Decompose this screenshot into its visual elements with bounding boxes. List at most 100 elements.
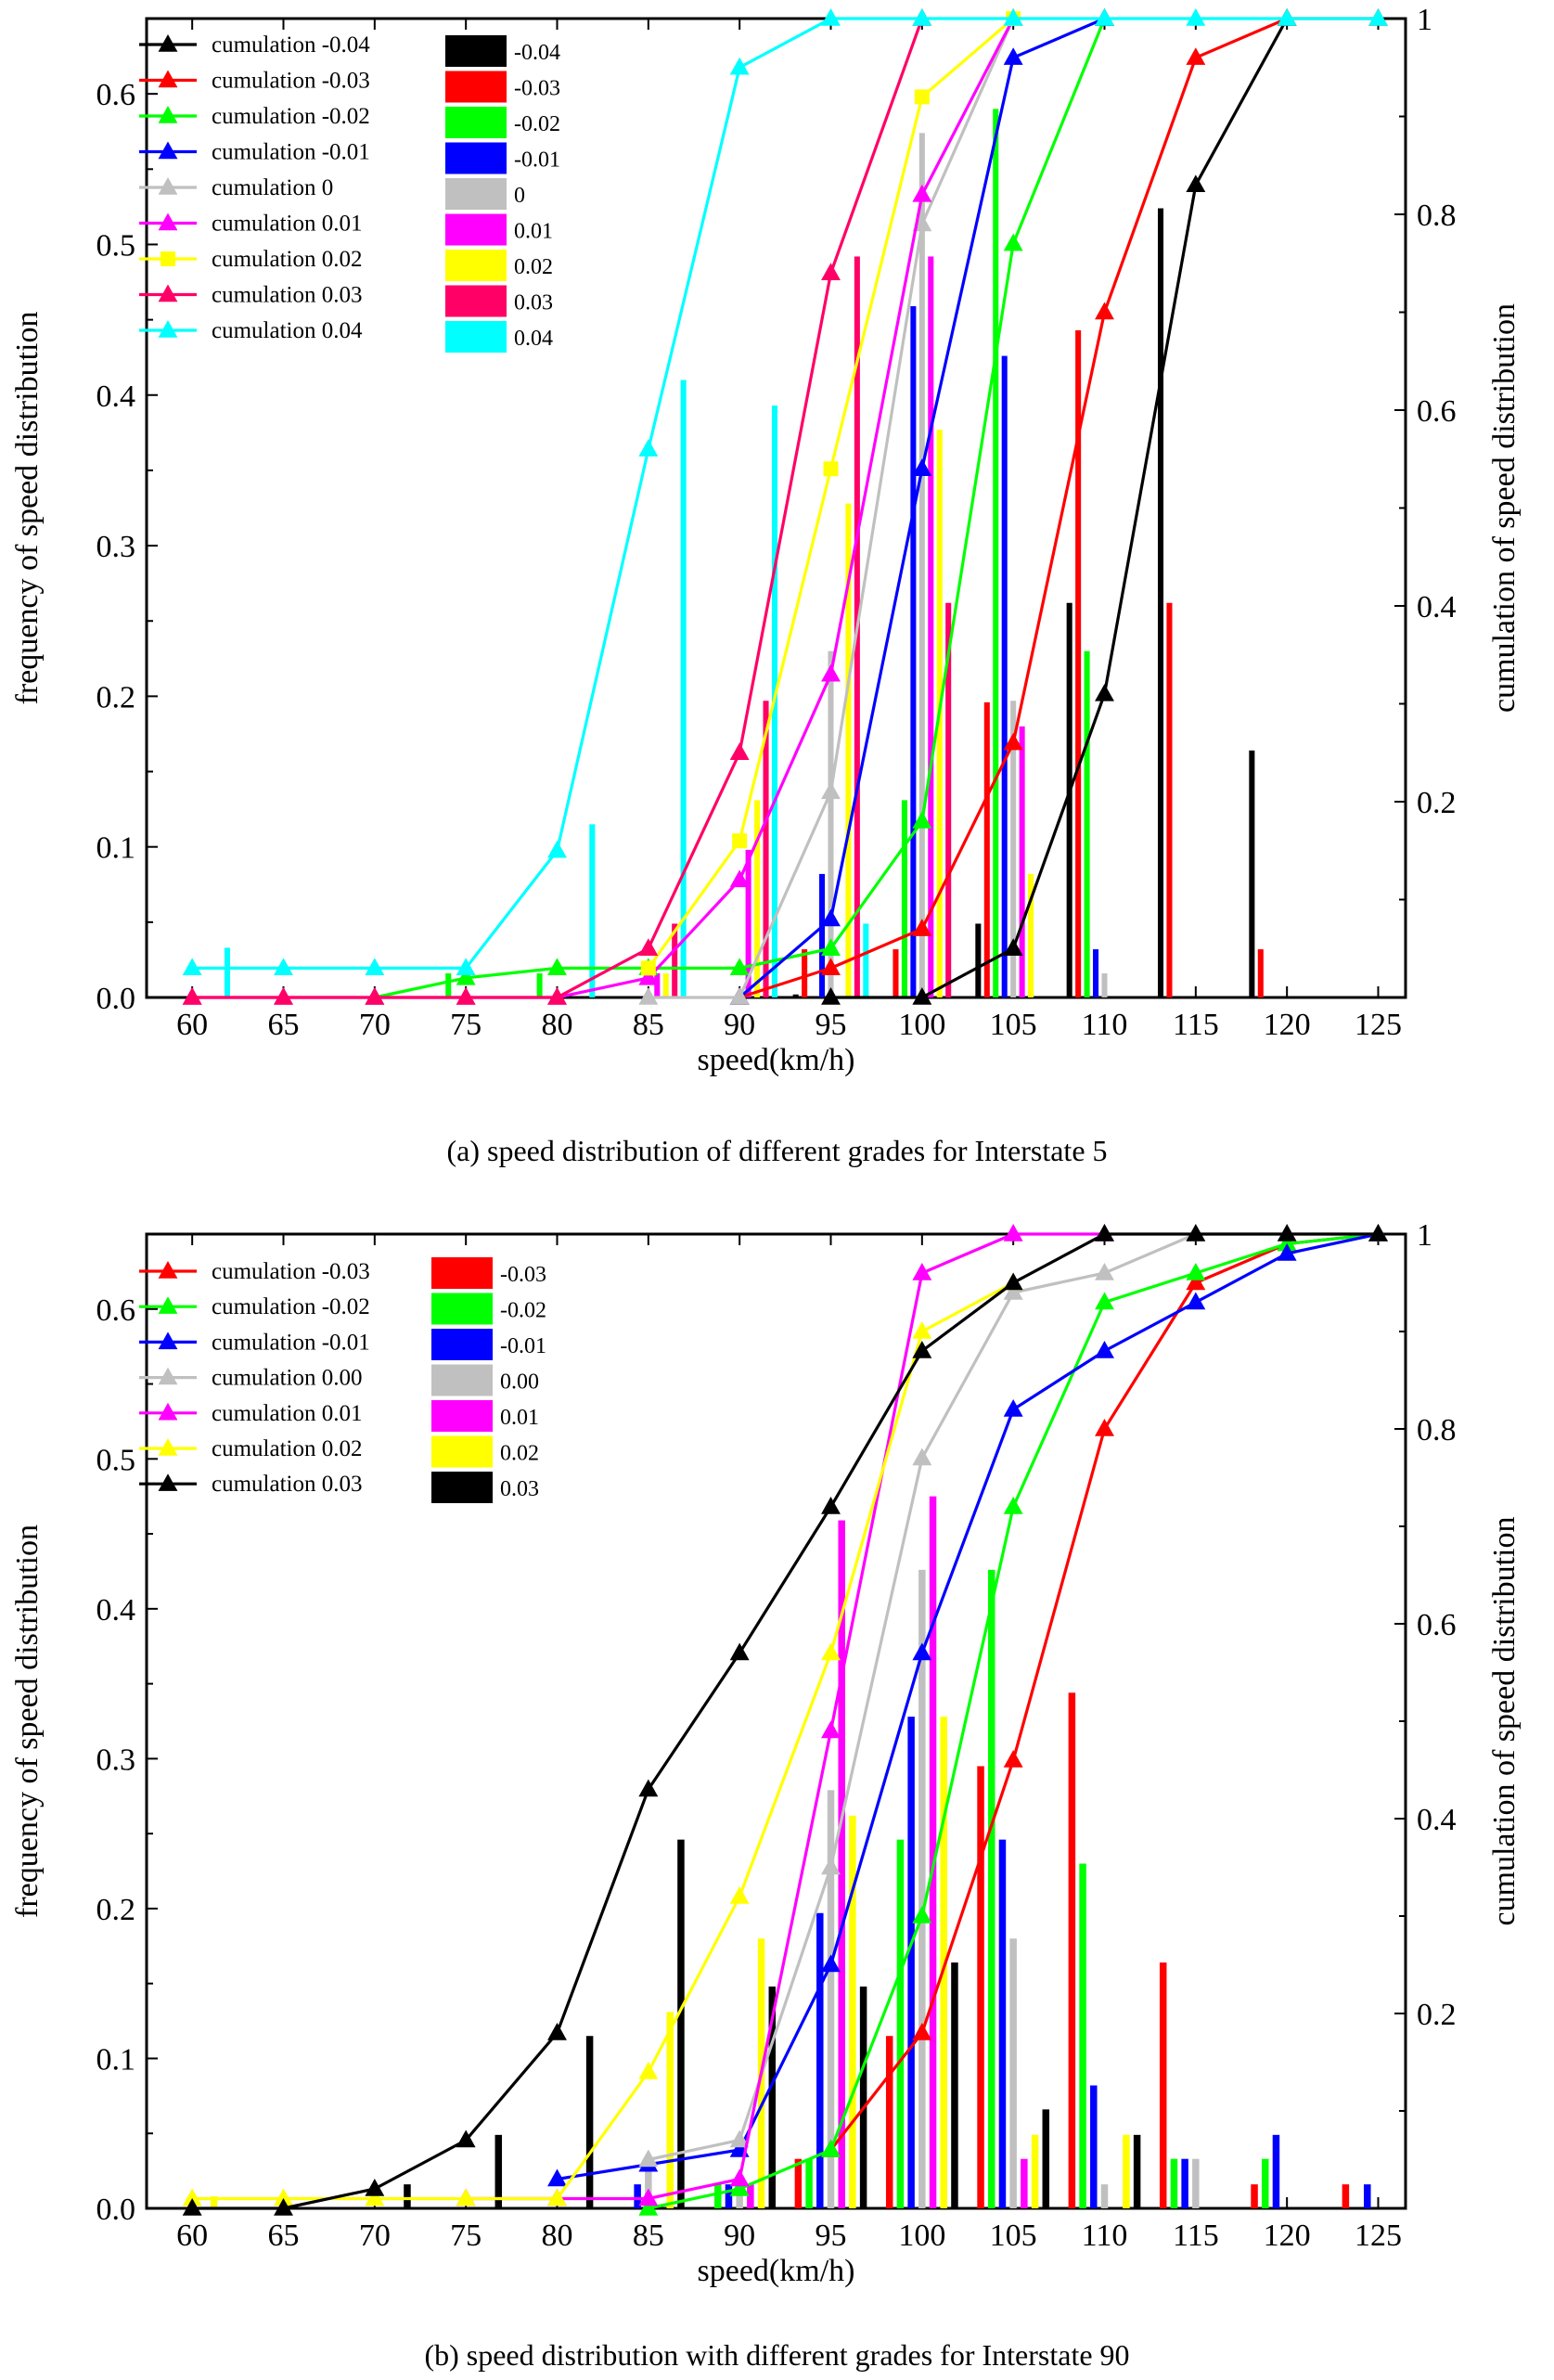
- x-tick-label: 75: [450, 2219, 482, 2253]
- bar--0.02: [901, 800, 907, 997]
- bar-0: [1101, 973, 1108, 997]
- panel-a-chart: 60 65 70 75 80 85 90 95 100 105 110 115 120 125 0.0 0.1…: [10, 3, 1522, 1077]
- bar-0.03: [677, 1839, 685, 2208]
- bar-0.01: [838, 1520, 845, 2208]
- y-tick-label: 0.0: [96, 2193, 136, 2227]
- legend-bar-label: -0.01: [514, 148, 560, 173]
- marker-triangle: [821, 938, 841, 956]
- caption-panel-b: (b) speed distribution with different gr…: [424, 2338, 1130, 2372]
- bar-0.03: [859, 1986, 867, 2208]
- y-tick-label: 0.0: [96, 982, 136, 1016]
- bar--0.01: [910, 306, 917, 997]
- cumulation-lines: [182, 8, 1388, 1005]
- legend-bar-swatch: [445, 321, 507, 353]
- legend-bar-label: 0.02: [514, 255, 553, 279]
- y-tick-label: 0.5: [96, 228, 136, 263]
- legend-line-label: cumulation 0.03: [212, 1472, 362, 1497]
- legend-line-label: cumulation -0.04: [212, 32, 370, 58]
- y2-tick-label: 1: [1417, 3, 1432, 37]
- x-tick-label: 115: [1173, 2219, 1219, 2253]
- bar-0.00: [918, 1569, 926, 2208]
- bar--0.01: [1093, 949, 1099, 997]
- bar-0.03: [763, 701, 769, 997]
- legend-bar-swatch: [445, 35, 507, 67]
- y-tick-label: 0.4: [96, 380, 136, 414]
- y-tick-label: 0.6: [96, 78, 136, 112]
- legend-bar-label: 0.04: [514, 327, 553, 351]
- bar-0.01: [747, 2184, 754, 2208]
- legend-line-label: cumulation 0.01: [212, 1401, 362, 1426]
- bar--0.01: [725, 2184, 733, 2208]
- cumulation-lines: [182, 1224, 1388, 2216]
- legend-triangle-marker: [158, 1261, 178, 1279]
- marker-triangle: [1186, 8, 1206, 26]
- bar-0.02: [845, 503, 852, 997]
- legend-line-label: cumulation -0.01: [212, 140, 370, 165]
- x-tick-label: 90: [724, 1008, 755, 1042]
- marker-triangle: [547, 987, 567, 1005]
- bar-0.01: [928, 256, 934, 997]
- marker-triangle: [547, 958, 567, 976]
- legend-triangle-marker: [158, 1332, 178, 1350]
- marker-triangle: [638, 967, 659, 985]
- marker-triangle: [456, 2129, 476, 2148]
- x-tick-label: 80: [542, 1008, 573, 1042]
- legend-line-label: cumulation -0.03: [212, 1259, 370, 1284]
- bar--0.03: [1068, 1692, 1076, 2208]
- y2-tick-label: 0.6: [1417, 394, 1457, 429]
- legend-bar-label: 0.01: [514, 220, 553, 244]
- bar--0.01: [1001, 355, 1008, 998]
- line-cumulation-0.00: [648, 1232, 1379, 2162]
- marker-triangle: [821, 1720, 841, 1739]
- marker-triangle: [456, 967, 476, 985]
- marker-triangle: [821, 781, 841, 800]
- legend-triangle-marker: [158, 1402, 178, 1421]
- bar-0.00: [827, 1790, 835, 2208]
- legend-triangle-marker: [158, 141, 178, 160]
- marker-triangle: [547, 840, 567, 858]
- bar-0.02: [1031, 2134, 1039, 2208]
- line-cumulation-0.04: [192, 17, 1379, 970]
- marker-triangle: [547, 2168, 567, 2187]
- marker-triangle: [1095, 1419, 1114, 1436]
- x-tick-label: 105: [990, 1008, 1037, 1042]
- marker-triangle: [638, 938, 659, 956]
- legend-bar-swatch: [445, 213, 507, 246]
- bar--0.03: [1251, 2184, 1258, 2208]
- legend-bar-label: 0.00: [500, 1370, 539, 1395]
- bar-0.02: [754, 800, 761, 997]
- marker-triangle: [274, 2198, 293, 2216]
- line-cumulation--0.04: [830, 18, 1289, 999]
- legend-square-marker: [161, 251, 175, 266]
- bar--0.03: [977, 1766, 984, 2208]
- legend-bar-swatch: [431, 1257, 493, 1289]
- marker-triangle: [821, 908, 841, 927]
- marker-triangle: [729, 742, 750, 760]
- legend-line-label: cumulation -0.02: [212, 104, 370, 129]
- legend-bar-label: -0.04: [514, 41, 560, 65]
- bar-0.02: [1123, 2134, 1130, 2208]
- marker-triangle: [638, 2062, 659, 2079]
- marker-triangle: [1277, 1243, 1297, 1261]
- legend-bar-swatch: [445, 178, 507, 210]
- marker-triangle: [274, 987, 293, 1005]
- legend-triangle-marker: [158, 284, 178, 302]
- legend-bar-label: -0.03: [514, 77, 560, 101]
- legend-triangle-marker: [158, 177, 178, 195]
- bar-0.02: [662, 973, 669, 997]
- bar-0.01: [1021, 2158, 1028, 2208]
- marker-triangle: [1003, 8, 1023, 26]
- y-tick-label: 0.1: [96, 831, 136, 866]
- bar-0.01: [654, 973, 661, 997]
- marker-triangle: [456, 2188, 476, 2206]
- x-tick-label: 85: [633, 2219, 664, 2253]
- y2-tick-label: 0.2: [1417, 786, 1457, 820]
- line-cumulation--0.01: [557, 1232, 1379, 2181]
- bars-group: [210, 1496, 1371, 2208]
- marker-triangle: [274, 2188, 293, 2206]
- bar-0.04: [680, 380, 687, 997]
- legend-triangle-marker: [158, 34, 178, 52]
- marker-triangle: [912, 1321, 932, 1339]
- marker-triangle: [821, 8, 841, 26]
